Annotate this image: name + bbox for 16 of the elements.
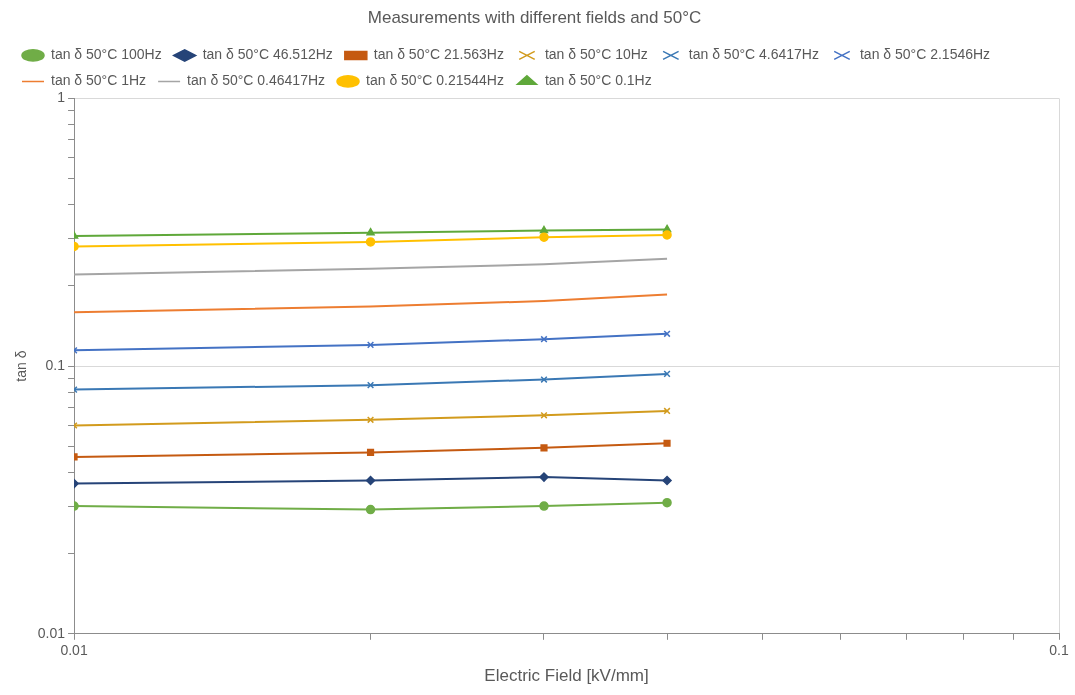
legend-label: tan δ 50°C 0.1Hz: [544, 72, 652, 89]
y-tick-label: 1: [57, 89, 66, 106]
legend-label: tan δ 50°C 46.512Hz: [202, 46, 333, 63]
legend-label: tan δ 50°C 2.1546Hz: [859, 46, 991, 63]
legend-label: tan δ 50°C 4.6417Hz: [688, 46, 819, 63]
legend-label: tan δ 50°C 100Hz: [51, 46, 162, 63]
legend-label: tan δ 50°C 0.46417Hz: [187, 72, 326, 89]
y-tick-label: 0.1: [45, 356, 66, 373]
legend-label: tan δ 50°C 1Hz: [51, 72, 147, 89]
chart-title: Measurements with different fields and 50°C: [367, 7, 702, 27]
y-axis-title: tan δ: [13, 350, 30, 382]
legend-label: tan δ 50°C 10Hz: [544, 46, 648, 63]
y-tick-label: 0.01: [37, 624, 66, 641]
legend-label: tan δ 50°C 0.21544Hz: [366, 72, 504, 89]
x-axis-title: Electric Field [kV/mm]: [484, 666, 649, 686]
legend-label: tan δ 50°C 21.563Hz: [373, 46, 504, 63]
